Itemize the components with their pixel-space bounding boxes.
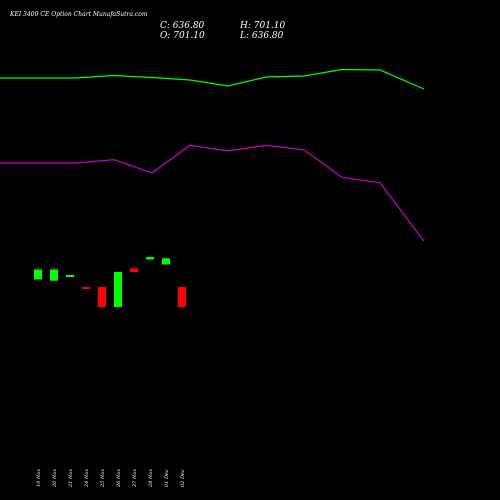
candle-19-nov (34, 269, 42, 280)
x-tick-label: 26 Nov (116, 469, 122, 488)
candle-26-nov (114, 272, 122, 307)
open-value: O: 701.10 (160, 31, 205, 41)
candle-02-dec (178, 287, 186, 307)
x-tick-label: 28 Nov (148, 469, 154, 488)
chart-title: KEI 3400 CE Option Chart MunafaSutra.com (9, 11, 148, 18)
high-value: H: 701.10 (239, 21, 286, 31)
x-tick-label: 20 Nov (52, 469, 58, 488)
upper-line (0, 68, 425, 90)
x-tick-label: 24 Nov (84, 469, 90, 488)
x-tick-label: 02 Dec (180, 469, 186, 487)
indicator-lines (0, 68, 425, 242)
candle-20-nov (50, 269, 58, 281)
candle-01-dec (162, 258, 170, 265)
candle-21-nov (66, 275, 74, 277)
x-tick-label: 19 Nov (36, 469, 42, 487)
candle-24-nov (82, 287, 90, 289)
low-value: L: 636.80 (239, 31, 284, 41)
x-tick-label: 25 Nov (100, 469, 106, 488)
x-axis-ticks: 19 Nov 20 Nov 21 Nov 24 Nov 25 Nov 26 Nov 27 N… (36, 469, 186, 488)
close-value: C: 636.80 (160, 21, 205, 31)
candle-28-nov (146, 257, 154, 260)
candles (34, 257, 186, 307)
lower-line (0, 144, 425, 242)
x-tick-label: 21 Nov (68, 469, 74, 488)
candle-25-nov (98, 287, 106, 307)
x-tick-label: 01 Dec (164, 469, 170, 487)
x-tick-label: 27 Nov (132, 469, 138, 488)
candle-27-nov (130, 268, 138, 272)
